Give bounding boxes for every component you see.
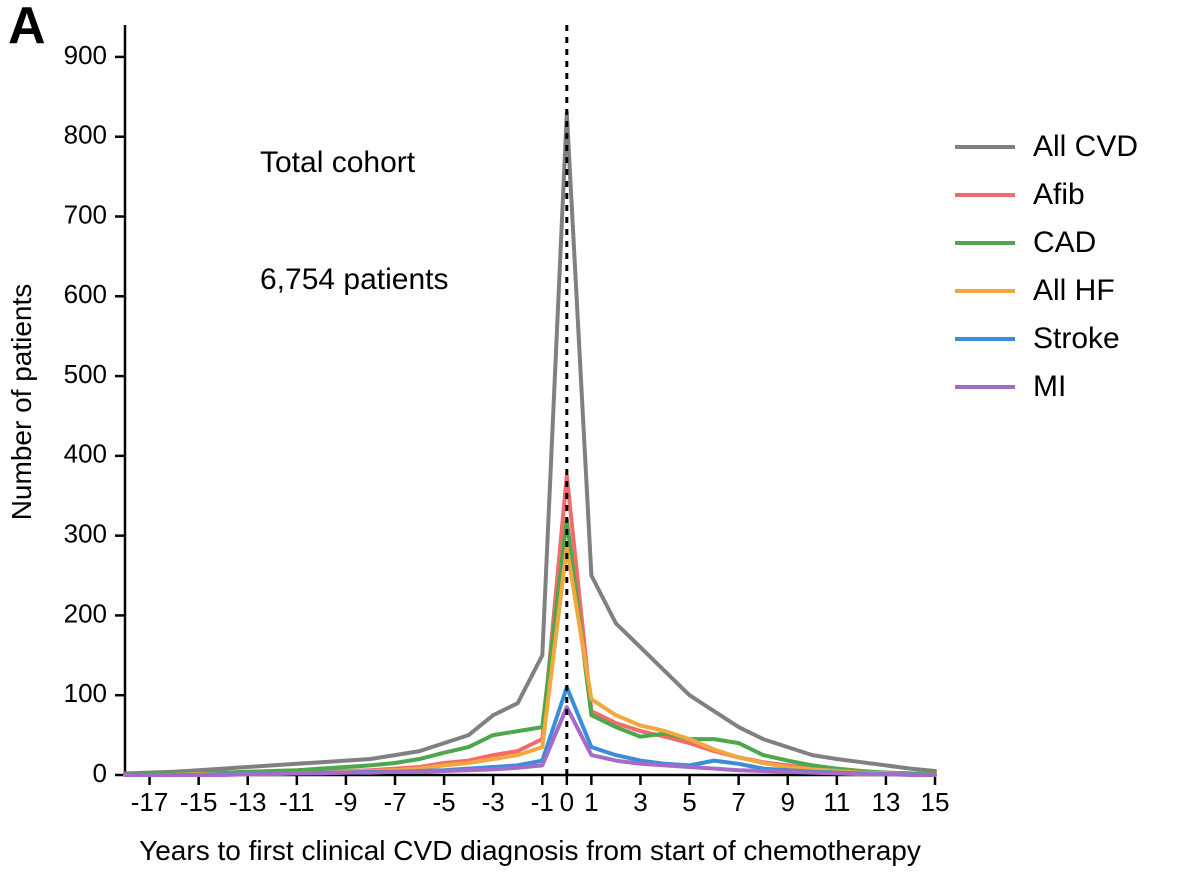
svg-text:-3: -3 bbox=[482, 787, 505, 817]
svg-text:1: 1 bbox=[584, 787, 598, 817]
legend-swatch bbox=[955, 241, 1015, 245]
svg-text:-13: -13 bbox=[229, 787, 267, 817]
legend-swatch bbox=[955, 385, 1015, 389]
chart-container: A Total cohort 6,754 patients 0100200300… bbox=[0, 0, 1200, 888]
svg-text:13: 13 bbox=[871, 787, 900, 817]
svg-text:5: 5 bbox=[682, 787, 696, 817]
svg-text:700: 700 bbox=[64, 199, 107, 229]
svg-text:9: 9 bbox=[780, 787, 794, 817]
legend-label: MI bbox=[1033, 370, 1066, 404]
svg-text:0: 0 bbox=[93, 758, 107, 788]
svg-text:-5: -5 bbox=[433, 787, 456, 817]
legend-item: Afib bbox=[955, 178, 1138, 212]
legend-item: All HF bbox=[955, 274, 1138, 308]
svg-text:300: 300 bbox=[64, 519, 107, 549]
legend-item: MI bbox=[955, 370, 1138, 404]
svg-text:7: 7 bbox=[731, 787, 745, 817]
svg-text:3: 3 bbox=[633, 787, 647, 817]
legend-swatch bbox=[955, 337, 1015, 341]
legend-label: Afib bbox=[1033, 178, 1085, 212]
svg-text:500: 500 bbox=[64, 359, 107, 389]
svg-text:400: 400 bbox=[64, 439, 107, 469]
y-axis-label: Number of patients bbox=[6, 27, 38, 777]
legend-label: All HF bbox=[1033, 274, 1115, 308]
x-axis-label: Years to first clinical CVD diagnosis fr… bbox=[125, 835, 935, 867]
legend-label: CAD bbox=[1033, 226, 1096, 260]
svg-text:0: 0 bbox=[560, 787, 574, 817]
legend-swatch bbox=[955, 289, 1015, 293]
svg-text:-15: -15 bbox=[180, 787, 218, 817]
svg-text:800: 800 bbox=[64, 120, 107, 150]
svg-text:11: 11 bbox=[823, 787, 850, 817]
svg-text:-9: -9 bbox=[334, 787, 357, 817]
svg-text:15: 15 bbox=[921, 787, 950, 817]
svg-text:100: 100 bbox=[64, 678, 107, 708]
legend-item: Stroke bbox=[955, 322, 1138, 356]
legend-label: Stroke bbox=[1033, 322, 1120, 356]
svg-text:900: 900 bbox=[64, 40, 107, 70]
svg-text:600: 600 bbox=[64, 279, 107, 309]
legend-swatch bbox=[955, 145, 1015, 149]
legend-swatch bbox=[955, 193, 1015, 197]
svg-text:-7: -7 bbox=[383, 787, 406, 817]
legend: All CVD Afib CAD All HF Stroke MI bbox=[955, 130, 1138, 418]
svg-text:200: 200 bbox=[64, 598, 107, 628]
legend-label: All CVD bbox=[1033, 130, 1138, 164]
legend-item: CAD bbox=[955, 226, 1138, 260]
legend-item: All CVD bbox=[955, 130, 1138, 164]
svg-text:-17: -17 bbox=[131, 787, 169, 817]
svg-text:-11: -11 bbox=[279, 787, 315, 817]
svg-text:-1: -1 bbox=[531, 787, 554, 817]
